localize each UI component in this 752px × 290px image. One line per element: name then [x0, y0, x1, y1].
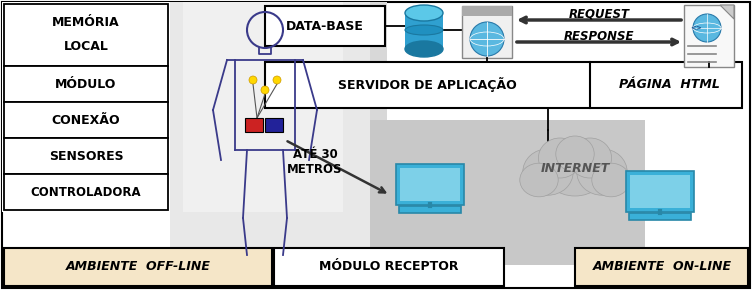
- Ellipse shape: [523, 149, 573, 195]
- Ellipse shape: [542, 140, 608, 196]
- Circle shape: [470, 22, 504, 56]
- Text: RESPONSE: RESPONSE: [564, 30, 634, 43]
- FancyBboxPatch shape: [265, 62, 742, 108]
- FancyBboxPatch shape: [400, 168, 460, 201]
- Text: MÓDULO: MÓDULO: [56, 77, 117, 90]
- FancyBboxPatch shape: [4, 138, 168, 174]
- FancyBboxPatch shape: [265, 120, 645, 265]
- Text: MEMÓRIA: MEMÓRIA: [52, 15, 120, 28]
- FancyBboxPatch shape: [684, 5, 734, 67]
- FancyBboxPatch shape: [462, 6, 512, 16]
- Text: AMBIENTE  OFF-LINE: AMBIENTE OFF-LINE: [65, 260, 211, 273]
- FancyBboxPatch shape: [405, 11, 443, 49]
- FancyBboxPatch shape: [4, 66, 168, 102]
- Polygon shape: [720, 5, 734, 19]
- Text: SENSORES: SENSORES: [49, 150, 123, 162]
- FancyBboxPatch shape: [274, 248, 504, 286]
- FancyBboxPatch shape: [183, 2, 343, 212]
- Text: REQUEST: REQUEST: [569, 8, 629, 21]
- FancyBboxPatch shape: [2, 2, 172, 212]
- Circle shape: [693, 14, 721, 42]
- Ellipse shape: [592, 163, 630, 197]
- Ellipse shape: [538, 138, 581, 178]
- Text: PÁGINA  HTML: PÁGINA HTML: [619, 79, 720, 92]
- FancyBboxPatch shape: [462, 6, 512, 58]
- Text: DATA-BASE: DATA-BASE: [286, 19, 364, 32]
- Ellipse shape: [405, 5, 443, 21]
- Text: SERVIDOR DE APLICAÇÃO: SERVIDOR DE APLICAÇÃO: [338, 77, 517, 93]
- Ellipse shape: [577, 149, 627, 195]
- FancyBboxPatch shape: [170, 2, 370, 252]
- FancyBboxPatch shape: [4, 174, 168, 210]
- FancyBboxPatch shape: [265, 118, 283, 132]
- Text: AMBIENTE  ON-LINE: AMBIENTE ON-LINE: [593, 260, 732, 273]
- FancyBboxPatch shape: [396, 164, 464, 205]
- Text: LOCAL: LOCAL: [64, 41, 108, 53]
- FancyBboxPatch shape: [2, 2, 387, 212]
- FancyBboxPatch shape: [4, 4, 168, 66]
- Ellipse shape: [556, 136, 594, 172]
- Ellipse shape: [405, 25, 443, 35]
- FancyBboxPatch shape: [265, 6, 385, 46]
- FancyBboxPatch shape: [626, 171, 694, 212]
- FancyBboxPatch shape: [4, 248, 272, 286]
- FancyBboxPatch shape: [399, 206, 460, 213]
- Text: INTERNET: INTERNET: [541, 162, 610, 175]
- Text: MÓDULO RECEPTOR: MÓDULO RECEPTOR: [320, 260, 459, 273]
- Circle shape: [249, 76, 257, 84]
- Text: ATÉ 30
METROS: ATÉ 30 METROS: [287, 148, 343, 176]
- FancyBboxPatch shape: [245, 118, 263, 132]
- Ellipse shape: [405, 41, 443, 57]
- Circle shape: [273, 76, 281, 84]
- Ellipse shape: [569, 138, 611, 178]
- Text: CONEXÃO: CONEXÃO: [52, 113, 120, 126]
- Text: CONTROLADORA: CONTROLADORA: [31, 186, 141, 198]
- Text: <>: <>: [690, 25, 702, 31]
- FancyBboxPatch shape: [629, 213, 690, 220]
- Ellipse shape: [520, 163, 558, 197]
- FancyBboxPatch shape: [630, 175, 690, 208]
- FancyBboxPatch shape: [4, 102, 168, 138]
- Circle shape: [261, 86, 269, 94]
- FancyBboxPatch shape: [575, 248, 748, 286]
